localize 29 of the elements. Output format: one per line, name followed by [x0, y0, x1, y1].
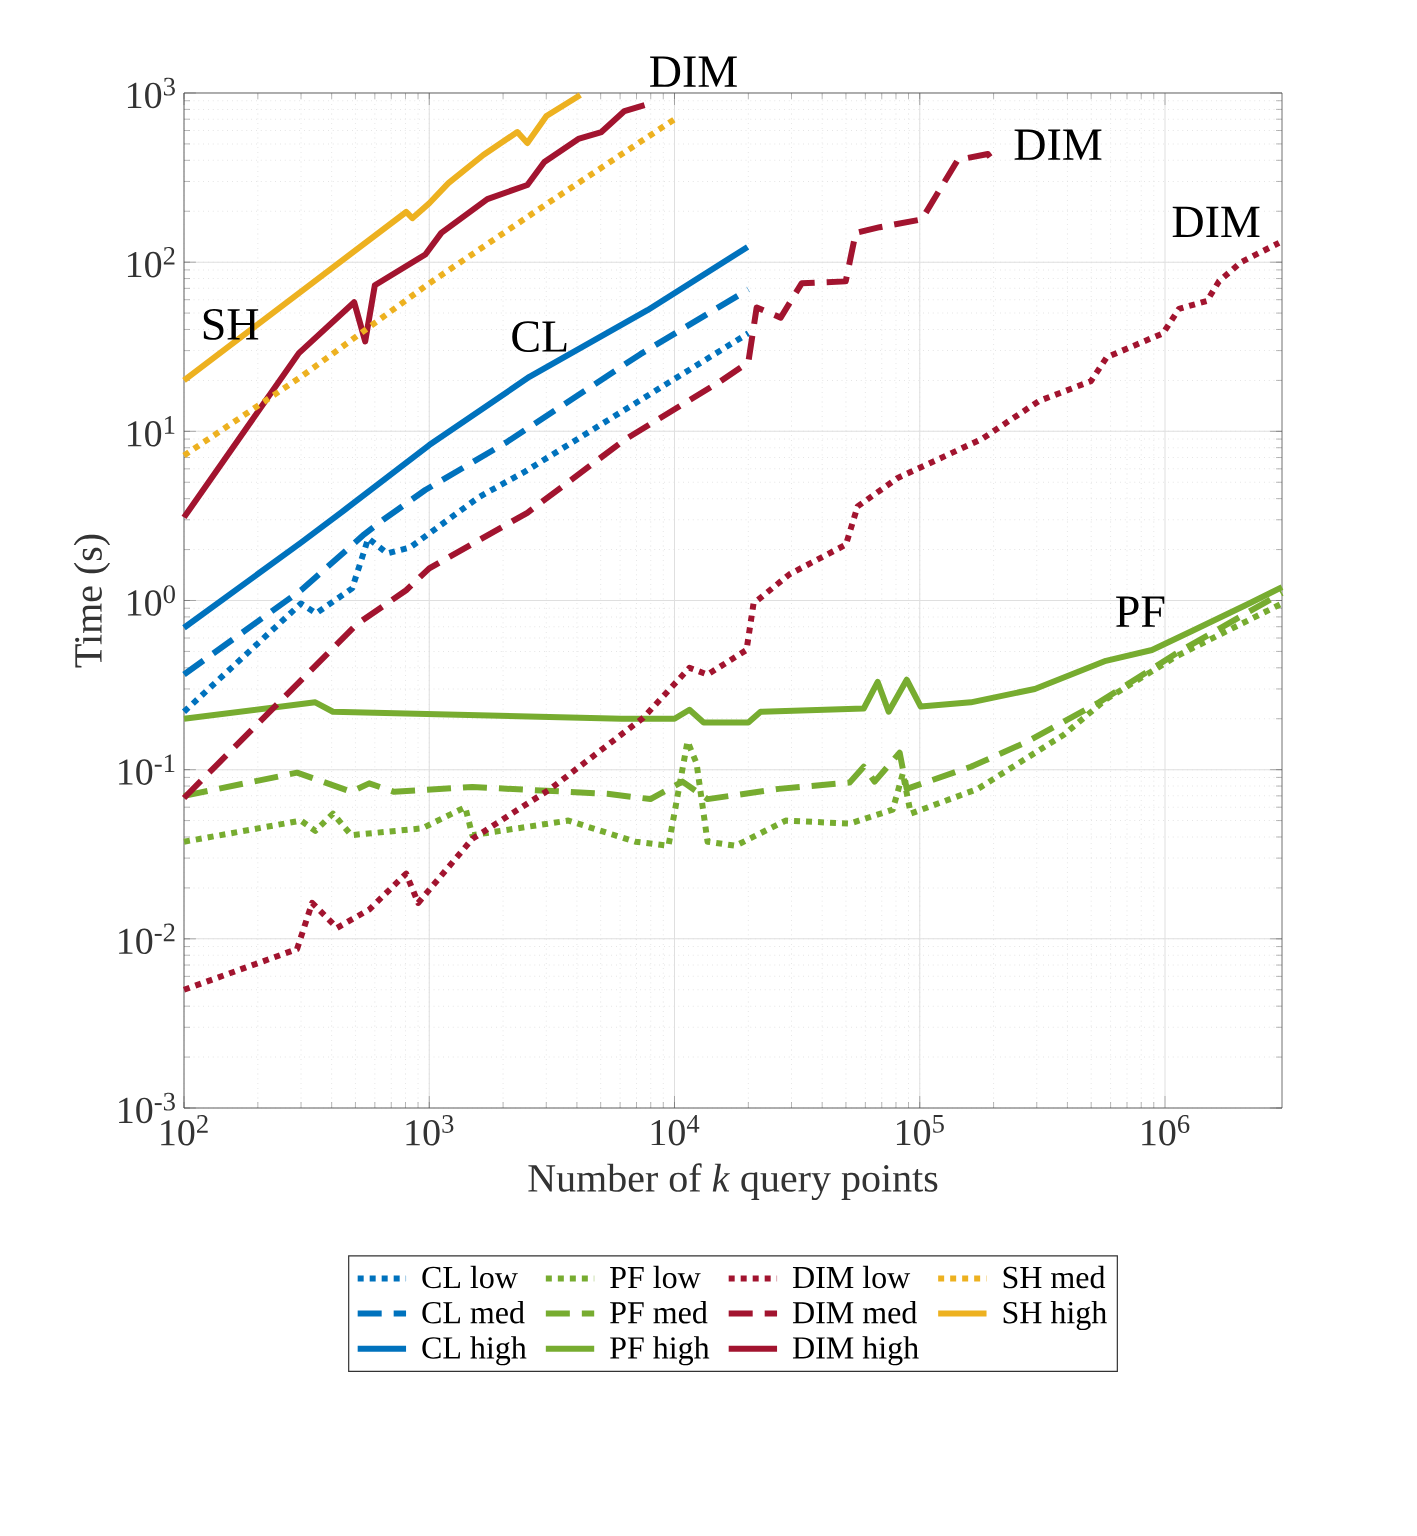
text: DIM	[650, 56, 737, 87]
legend-label: DIM med	[792, 1300, 917, 1324]
legend-label: PF med	[610, 1300, 708, 1324]
legend-label: CL low	[422, 1265, 518, 1289]
legend-label: CL med	[422, 1300, 525, 1324]
x-tick-label: 10$^{3}$	[406, 1115, 454, 1146]
y-tick-label: 10$^{1}$	[127, 416, 175, 447]
legend-label: DIM low	[792, 1265, 911, 1289]
x-tick-label: 10$^{4}$	[651, 1115, 700, 1146]
annotation: DIM	[1014, 129, 1102, 160]
x-tick-label: 10$^{6}$	[1142, 1115, 1190, 1146]
legend-label: DIM high	[792, 1336, 919, 1366]
y-tick-label: 10$^{3}$	[127, 77, 175, 109]
legend-label: PF low	[610, 1265, 701, 1289]
annotation: DIM	[1172, 206, 1260, 238]
y-tick-label: 10$^{-2}$	[119, 923, 175, 955]
legend-label: PF high	[610, 1336, 710, 1366]
annotation: CL	[512, 321, 567, 353]
y-axis-title: Time (s)	[73, 534, 111, 668]
x-axis-title: Number of k query points	[528, 1163, 938, 1201]
annotation: PF	[1116, 596, 1165, 627]
legend-label: SH med	[1003, 1265, 1106, 1289]
legend-label: CL high	[422, 1336, 527, 1366]
y-tick-label: 10$^{0}$	[127, 585, 175, 616]
legend-label: SH high	[1003, 1300, 1107, 1331]
x-tick-label: 10$^{5}$	[896, 1115, 944, 1146]
y-tick-label: 10$^{-1}$	[119, 754, 175, 785]
annotation: SH	[203, 308, 259, 340]
y-tick-label: 10$^{2}$	[127, 246, 175, 278]
